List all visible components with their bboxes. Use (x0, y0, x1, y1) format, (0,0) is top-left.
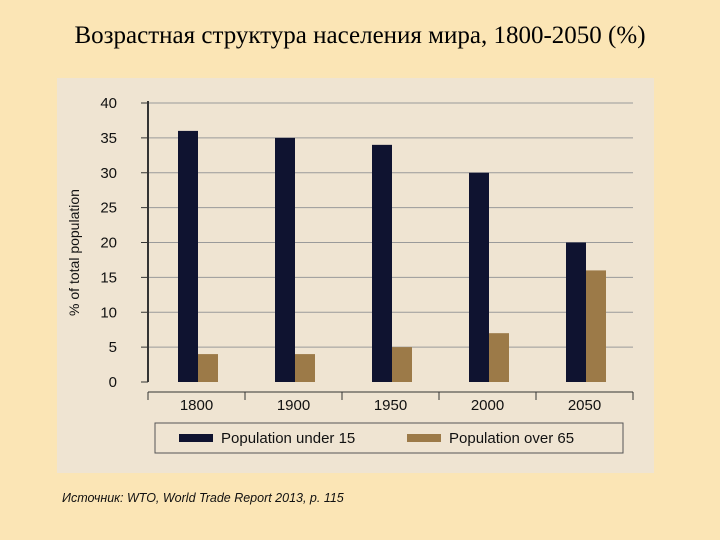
bar-chart: 0 5 10 15 20 25 30 35 40 % of total population 180… (66, 95, 634, 454)
bar-2000-over-65 (489, 333, 509, 382)
y-tick-label: 40 (100, 95, 117, 112)
source-note: Источник: WTO, World Trade Report 2013, … (62, 491, 344, 505)
axes: 0 5 10 15 20 25 30 35 40 % of total population 180… (66, 95, 634, 414)
legend-label-under-15: Population under 15 (221, 430, 355, 447)
x-category-label: 1900 (277, 397, 310, 414)
legend-label-over-65: Population over 65 (449, 430, 574, 447)
x-category-label: 1800 (180, 397, 213, 414)
legend-swatch-over-65 (407, 434, 441, 442)
x-category-label: 1950 (374, 397, 407, 414)
bar-1800-under-15 (178, 130, 198, 382)
bar-1950-over-65 (392, 347, 412, 382)
y-axis-title: % of total population (66, 189, 82, 316)
y-tick-label: 15 (100, 269, 117, 286)
y-tick-label: 20 (100, 235, 117, 252)
legend-box (154, 422, 624, 454)
slide-title: Возрастная структура населения мира, 180… (74, 22, 646, 49)
bar-2000-under-15 (469, 172, 489, 382)
legend: Population under 15 Population over 65 (154, 422, 624, 454)
chart-panel: 0 5 10 15 20 25 30 35 40 % of total population 180… (57, 78, 654, 473)
bar-1950-under-15 (372, 144, 392, 382)
y-tick-label: 0 (109, 374, 117, 391)
x-category-label: 2050 (568, 397, 601, 414)
bars (178, 130, 606, 382)
legend-swatch-under-15 (179, 434, 213, 442)
bar-1900-over-65 (295, 354, 315, 382)
y-tick-label: 30 (100, 165, 117, 182)
y-tick-label: 25 (100, 200, 117, 217)
y-tick-label: 10 (100, 304, 117, 321)
y-tick-label: 5 (109, 339, 117, 356)
bar-2050-over-65 (586, 270, 606, 382)
x-category-label: 2000 (471, 397, 504, 414)
bar-1800-over-65 (198, 354, 218, 382)
bar-2050-under-15 (566, 242, 586, 382)
bar-1900-under-15 (275, 137, 295, 382)
y-tick-label: 35 (100, 130, 117, 147)
